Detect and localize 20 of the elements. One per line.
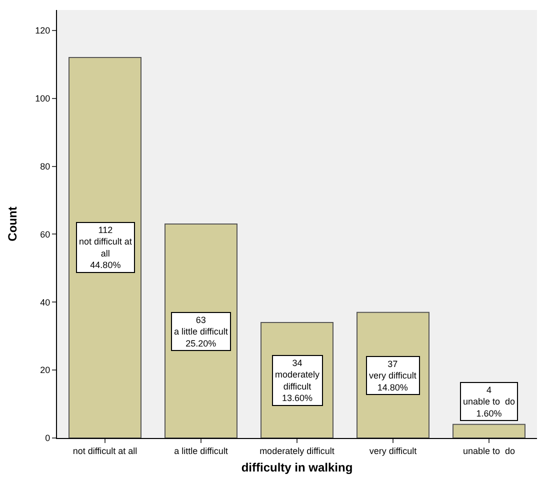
- y-tick-label: 100: [35, 93, 50, 104]
- x-tick-label: unable to do: [462, 446, 516, 456]
- y-tick-label: 80: [40, 161, 50, 172]
- y-tick-label: 60: [40, 229, 50, 240]
- data-label: 63 a little difficult 25.20%: [174, 315, 228, 348]
- x-tick-label: very difficult: [369, 446, 418, 456]
- y-tick-label: 40: [40, 297, 50, 308]
- data-label: 4 unable to do 1.60%: [463, 385, 516, 418]
- x-axis-title: difficulty in walking: [241, 460, 353, 475]
- y-tick-label: 120: [35, 26, 50, 36]
- x-tick-label: not difficult at all: [72, 446, 138, 456]
- y-tick-label: 20: [40, 365, 50, 376]
- data-label: 112 not difficult at all 44.80%: [79, 225, 132, 270]
- x-tick-label: a little difficult: [174, 446, 228, 456]
- bar: [452, 424, 526, 438]
- x-tick-label: moderately difficult: [260, 446, 335, 456]
- data-label: 34 moderately difficult 13.60%: [275, 358, 320, 404]
- data-label: 37 very difficult 14.80%: [369, 359, 417, 392]
- y-tick-label: 0: [45, 433, 50, 444]
- y-axis-title: Count: [5, 206, 20, 242]
